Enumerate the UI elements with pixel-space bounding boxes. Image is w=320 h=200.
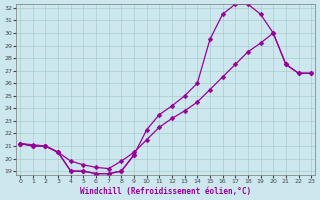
X-axis label: Windchill (Refroidissement éolien,°C): Windchill (Refroidissement éolien,°C): [80, 187, 251, 196]
